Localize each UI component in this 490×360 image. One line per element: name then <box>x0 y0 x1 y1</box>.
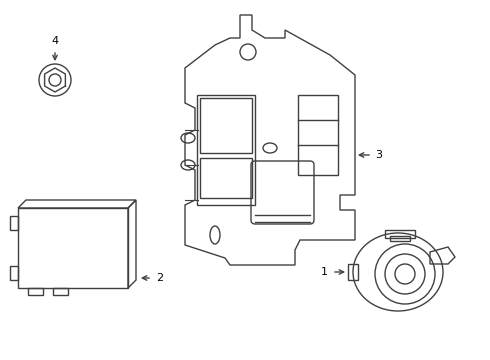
Bar <box>298 95 338 175</box>
Bar <box>390 236 410 241</box>
Bar <box>10 216 18 230</box>
Bar <box>18 208 128 288</box>
Bar <box>385 230 415 238</box>
Bar <box>200 158 252 198</box>
Bar <box>197 95 255 205</box>
Bar <box>28 288 43 295</box>
Bar <box>200 98 252 153</box>
Bar <box>348 264 358 280</box>
Bar <box>53 288 68 295</box>
Bar <box>10 266 18 280</box>
Text: 2: 2 <box>156 273 163 283</box>
Text: 3: 3 <box>375 150 382 160</box>
Text: 1: 1 <box>321 267 328 277</box>
Text: 4: 4 <box>51 36 59 46</box>
